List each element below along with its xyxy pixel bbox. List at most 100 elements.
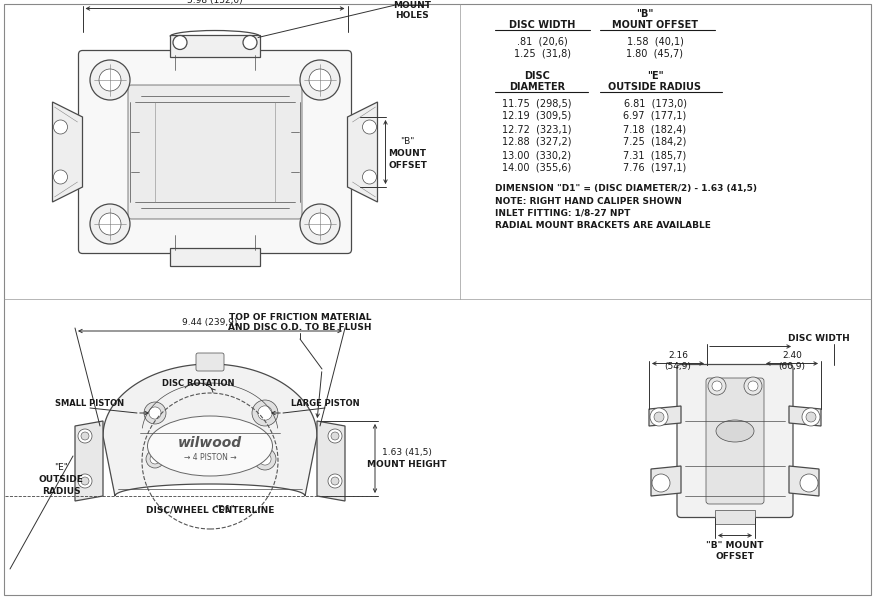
FancyBboxPatch shape bbox=[128, 85, 302, 219]
Circle shape bbox=[78, 474, 92, 488]
Circle shape bbox=[259, 453, 271, 465]
Circle shape bbox=[652, 474, 670, 492]
Circle shape bbox=[300, 204, 340, 244]
Text: 1.63 (41,5): 1.63 (41,5) bbox=[382, 448, 432, 457]
Polygon shape bbox=[347, 102, 377, 202]
Circle shape bbox=[300, 60, 340, 100]
FancyBboxPatch shape bbox=[79, 50, 352, 253]
Text: 1.58  (40,1): 1.58 (40,1) bbox=[626, 36, 683, 46]
Text: 5.98 (152,0): 5.98 (152,0) bbox=[187, 0, 243, 5]
Text: 6.97  (177,1): 6.97 (177,1) bbox=[623, 111, 687, 121]
Text: NOTE: RIGHT HAND CALIPER SHOWN: NOTE: RIGHT HAND CALIPER SHOWN bbox=[495, 196, 682, 205]
Text: 12.72  (323,1): 12.72 (323,1) bbox=[502, 124, 571, 134]
Text: 1.25  (31,8): 1.25 (31,8) bbox=[514, 49, 570, 59]
Text: "B": "B" bbox=[636, 9, 654, 19]
Text: MOUNT OFFSET: MOUNT OFFSET bbox=[612, 20, 698, 30]
Text: MOUNT HEIGHT: MOUNT HEIGHT bbox=[368, 460, 447, 469]
Text: 12.88  (327,2): 12.88 (327,2) bbox=[502, 137, 571, 147]
Text: DISC/WHEEL CENTERLINE: DISC/WHEEL CENTERLINE bbox=[146, 506, 274, 515]
Circle shape bbox=[362, 170, 376, 184]
Ellipse shape bbox=[716, 420, 754, 442]
Text: 14.00  (355,6): 14.00 (355,6) bbox=[502, 163, 571, 173]
Circle shape bbox=[252, 400, 278, 426]
Circle shape bbox=[149, 407, 161, 419]
Polygon shape bbox=[651, 466, 681, 496]
Text: (54,9): (54,9) bbox=[665, 362, 691, 371]
FancyBboxPatch shape bbox=[677, 365, 793, 518]
Polygon shape bbox=[789, 466, 819, 496]
Text: 7.31  (185,7): 7.31 (185,7) bbox=[623, 150, 687, 160]
Text: OFFSET: OFFSET bbox=[716, 552, 754, 561]
Text: (60,9): (60,9) bbox=[779, 362, 806, 371]
Text: 12.19  (309,5): 12.19 (309,5) bbox=[502, 111, 571, 121]
Text: DISC ROTATION: DISC ROTATION bbox=[162, 379, 234, 388]
Text: MOUNT: MOUNT bbox=[388, 150, 426, 159]
Circle shape bbox=[802, 408, 820, 426]
Text: → 4 PISTON →: → 4 PISTON → bbox=[184, 452, 236, 461]
Circle shape bbox=[654, 412, 664, 422]
Text: 11.75  (298,5): 11.75 (298,5) bbox=[502, 98, 571, 108]
Circle shape bbox=[90, 204, 130, 244]
Bar bbox=[715, 510, 755, 524]
Text: DIMENSION "D1" = (DISC DIAMETER/2) - 1.63 (41,5): DIMENSION "D1" = (DISC DIAMETER/2) - 1.6… bbox=[495, 184, 757, 193]
Text: 7.76  (197,1): 7.76 (197,1) bbox=[623, 163, 687, 173]
Text: DISC WIDTH: DISC WIDTH bbox=[509, 20, 575, 30]
Text: DISC: DISC bbox=[524, 71, 550, 81]
Circle shape bbox=[800, 474, 818, 492]
Circle shape bbox=[53, 170, 67, 184]
Text: OUTSIDE: OUTSIDE bbox=[38, 476, 83, 485]
Polygon shape bbox=[103, 364, 317, 496]
Circle shape bbox=[328, 474, 342, 488]
Text: .81  (20,6): .81 (20,6) bbox=[516, 36, 567, 46]
Circle shape bbox=[748, 381, 758, 391]
Circle shape bbox=[309, 213, 331, 235]
Text: 1.80  (45,7): 1.80 (45,7) bbox=[626, 49, 683, 59]
Circle shape bbox=[173, 35, 187, 50]
Text: OUTSIDE RADIUS: OUTSIDE RADIUS bbox=[608, 82, 702, 92]
Circle shape bbox=[712, 381, 722, 391]
Text: 13.00  (330,2): 13.00 (330,2) bbox=[502, 150, 571, 160]
Text: "D1": "D1" bbox=[214, 506, 235, 515]
Circle shape bbox=[331, 432, 339, 440]
Circle shape bbox=[708, 377, 726, 395]
Circle shape bbox=[144, 402, 166, 424]
Polygon shape bbox=[789, 406, 821, 426]
Circle shape bbox=[744, 377, 762, 395]
Circle shape bbox=[362, 120, 376, 134]
FancyBboxPatch shape bbox=[706, 378, 764, 504]
Circle shape bbox=[806, 412, 816, 422]
Text: 7.18  (182,4): 7.18 (182,4) bbox=[623, 124, 687, 134]
Text: 6.81  (173,0): 6.81 (173,0) bbox=[624, 98, 687, 108]
Text: HOLES: HOLES bbox=[396, 11, 430, 20]
Text: INLET FITTING: 1/8-27 NPT: INLET FITTING: 1/8-27 NPT bbox=[495, 208, 630, 217]
Circle shape bbox=[99, 213, 121, 235]
Circle shape bbox=[243, 35, 257, 50]
Circle shape bbox=[53, 120, 67, 134]
Circle shape bbox=[90, 60, 130, 100]
Text: LARGE PISTON: LARGE PISTON bbox=[290, 398, 360, 407]
Text: 2.40: 2.40 bbox=[782, 351, 802, 360]
Text: "E": "E" bbox=[647, 71, 663, 81]
Text: RADIUS: RADIUS bbox=[42, 486, 80, 495]
Polygon shape bbox=[317, 421, 345, 501]
Circle shape bbox=[81, 477, 89, 485]
Text: RADIAL MOUNT BRACKETS ARE AVAILABLE: RADIAL MOUNT BRACKETS ARE AVAILABLE bbox=[495, 220, 710, 229]
Bar bbox=[170, 247, 260, 265]
Circle shape bbox=[81, 432, 89, 440]
Circle shape bbox=[328, 429, 342, 443]
Text: "B": "B" bbox=[401, 138, 415, 147]
Text: wilwood: wilwood bbox=[178, 436, 242, 450]
Circle shape bbox=[650, 408, 668, 426]
Circle shape bbox=[331, 477, 339, 485]
Circle shape bbox=[146, 450, 164, 468]
Text: TOP OF FRICTION MATERIAL: TOP OF FRICTION MATERIAL bbox=[228, 313, 371, 322]
Ellipse shape bbox=[148, 416, 272, 476]
Polygon shape bbox=[649, 406, 681, 426]
Text: "E": "E" bbox=[54, 464, 68, 473]
Circle shape bbox=[309, 69, 331, 91]
Text: 7.25  (184,2): 7.25 (184,2) bbox=[623, 137, 687, 147]
FancyBboxPatch shape bbox=[196, 353, 224, 371]
Text: DIAMETER: DIAMETER bbox=[509, 82, 565, 92]
Bar bbox=[170, 35, 260, 56]
Text: "B" MOUNT: "B" MOUNT bbox=[706, 541, 764, 550]
